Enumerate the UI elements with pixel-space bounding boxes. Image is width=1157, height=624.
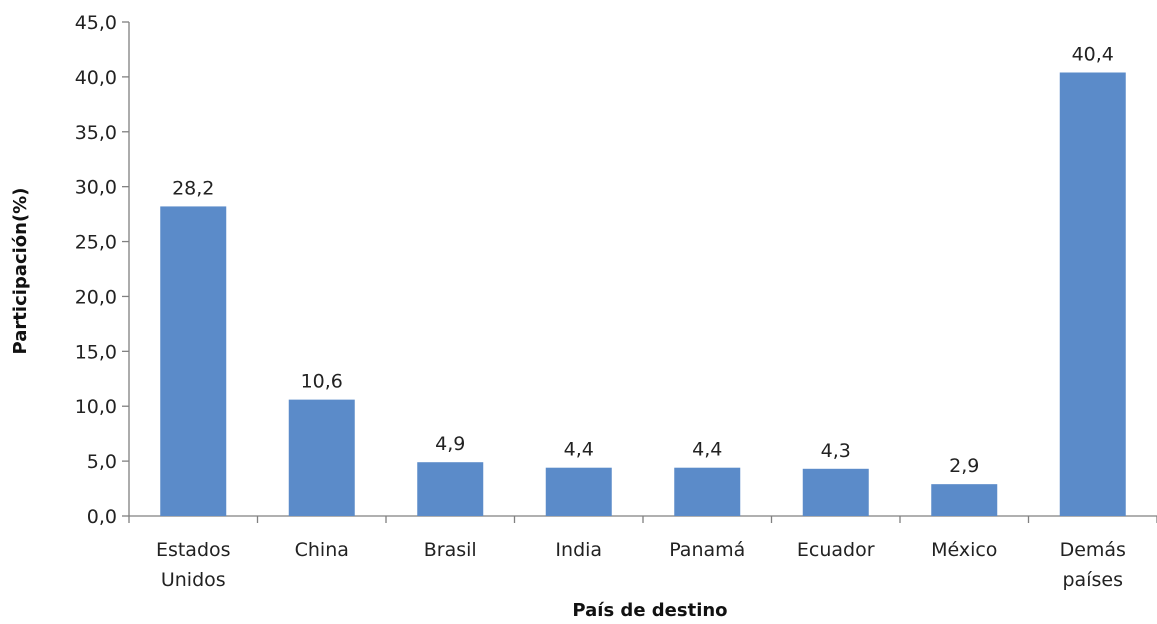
bar-value-label: 4,9 [435, 433, 465, 455]
y-axis: 0,0 5,0 10,0 15,0 20,0 25,0 30,0 35,0 40,0 45,0 [75, 12, 130, 528]
x-axis: Estados Unidos China Brasil India Panamá Ecuad… [128, 515, 1157, 591]
y-tick-label: 25,0 [75, 232, 117, 254]
bars [160, 72, 1126, 517]
y-tick-label: 0,0 [87, 506, 117, 528]
y-axis-title: Participación(%) [10, 188, 31, 355]
y-tick-label: 10,0 [75, 396, 117, 418]
x-tick-label: México [931, 539, 997, 561]
bar [417, 462, 484, 516]
bar-value-label: 4,4 [564, 439, 594, 461]
bar-value-label: 4,3 [821, 440, 851, 462]
bar-value-label: 2,9 [949, 455, 979, 477]
data-labels: 28,2 10,6 4,9 4,4 4,4 4,3 2,9 40,4 [172, 43, 1114, 477]
x-tick-label: Brasil [424, 539, 477, 561]
x-axis-title: País de destino [572, 600, 727, 621]
bar-value-label: 40,4 [1072, 43, 1114, 65]
bar [1059, 72, 1126, 517]
bar [160, 206, 227, 516]
y-tick-label: 5,0 [87, 451, 117, 473]
y-tick-label: 15,0 [75, 341, 117, 363]
x-tick-label: Estados Unidos [156, 539, 231, 591]
y-tick-label: 35,0 [75, 122, 117, 144]
x-tick-label: Panamá [669, 539, 745, 561]
bar [802, 468, 869, 516]
y-tick-label: 45,0 [75, 12, 117, 34]
x-tick-label: Ecuador [797, 539, 875, 561]
y-tick-label: 40,0 [75, 67, 117, 89]
bar-value-label: 28,2 [172, 177, 214, 199]
bar-value-label: 4,4 [692, 439, 722, 461]
y-tick-label: 20,0 [75, 286, 117, 308]
bar [674, 467, 741, 516]
x-tick-label: Demás países [1060, 539, 1126, 591]
x-tick-label: China [295, 539, 349, 561]
y-tick-label: 30,0 [75, 177, 117, 199]
x-tick-label: India [555, 539, 602, 561]
bar [288, 399, 355, 516]
bar-value-label: 10,6 [301, 371, 343, 393]
bar [545, 467, 612, 516]
bar [931, 484, 998, 516]
